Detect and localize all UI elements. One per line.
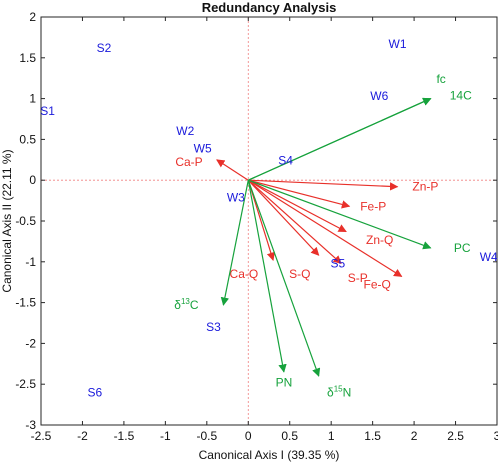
y-tick-label: -3 (25, 418, 36, 432)
green-vector-label: 14C (450, 88, 472, 102)
red-vector-fe-p (248, 179, 351, 209)
sample-label-w6: W6 (370, 89, 388, 103)
sample-label-w5: W5 (194, 141, 212, 155)
x-tick-label: 1.5 (364, 429, 381, 443)
sample-label-s1: S1 (40, 104, 55, 118)
red-vector-label: Fe-Q (364, 278, 391, 292)
sample-label-s4: S4 (278, 154, 293, 168)
x-tick-label: 0 (245, 429, 252, 443)
y-tick-label: -1.5 (15, 296, 36, 310)
sample-label-s3: S3 (206, 320, 221, 334)
green-vector-pc (248, 179, 432, 250)
chart-title: Redundancy Analysis (202, 0, 337, 15)
y-tick-label: 1.5 (19, 51, 36, 65)
y-tick-label: 0.5 (19, 132, 36, 146)
red-vector-fe-q (247, 179, 403, 277)
biplot-vectors: Ca-P Zn-P Fe-P Zn-Q Fe-QS-P S-Q Ca-Q fc 14C PC δ13… (174, 72, 472, 399)
zero-lines (41, 17, 497, 425)
y-tick-label: 2 (29, 10, 36, 24)
red-vector-label: Zn-Q (366, 233, 393, 247)
x-tick-label: -1.5 (114, 429, 135, 443)
green-vector-14c (248, 97, 432, 181)
sample-labels: S1 S2 S3 S4 S5 S6 W1 W2 W3 W4 W5 W6 (40, 37, 498, 399)
x-axis-label: Canonical Axis I (39.35 %) (199, 448, 340, 462)
y-tick-label: -2.5 (15, 377, 36, 391)
sample-label-w1: W1 (389, 37, 407, 51)
green-vector-label: δ13C (174, 297, 199, 312)
x-tick-label: -0.5 (196, 429, 217, 443)
sample-label-w2: W2 (176, 124, 194, 138)
y-tick-label: -2 (25, 336, 36, 350)
red-vector-label: S-P (348, 271, 368, 285)
red-vector-zn-p (248, 179, 399, 191)
green-vector--15n (247, 179, 321, 377)
red-vector-label: S-Q (289, 267, 310, 281)
y-tick-label: -0.5 (15, 214, 36, 228)
x-tick-label: -2.5 (31, 429, 52, 443)
plot-frame (40, 16, 498, 426)
red-vector-ca-q (247, 180, 275, 261)
green-vector-label: PN (276, 376, 293, 390)
x-tick-label: -1 (160, 429, 171, 443)
red-vector-label: Fe-P (360, 199, 386, 213)
red-vector-label: Zn-P (412, 180, 438, 194)
x-tick-label: 2 (411, 429, 418, 443)
x-tick-label: 0.5 (281, 429, 298, 443)
y-tick-label: 1 (29, 92, 36, 106)
y-tick-label: -1 (25, 255, 36, 269)
sample-label-s6: S6 (88, 385, 103, 399)
red-vector-label: Ca-P (175, 155, 202, 169)
green-vector-label: fc (436, 72, 445, 86)
y-axis-label: Canonical Axis II (22.11 %) (0, 149, 14, 292)
axis-ticks: -2.5 -2 -1.5 -1 -0.5 0 0.5 1 1.5 2 2.5 3-3-2.5-2-1.… (15, 10, 498, 443)
x-tick-label: -2 (77, 429, 88, 443)
green-vector-label: PC (454, 241, 471, 255)
x-tick-label: 2.5 (447, 429, 464, 443)
red-vector-zn-q (247, 179, 347, 233)
sample-label-w4: W4 (480, 250, 498, 264)
red-vector-ca-p (216, 159, 249, 181)
y-tick-label: 0 (29, 173, 36, 187)
red-vector-label: Ca-Q (230, 267, 259, 281)
sample-label-s2: S2 (97, 41, 112, 55)
sample-label-w3: W3 (227, 190, 245, 204)
green-vector-label: δ15N (327, 384, 351, 399)
red-vector-s-p (247, 179, 342, 264)
red-vector-s-q (247, 179, 320, 256)
green-vector-pn (247, 180, 287, 373)
green-vector--13c (220, 180, 249, 306)
sample-label-s5: S5 (330, 256, 345, 270)
x-tick-label: 3 (494, 429, 498, 443)
x-tick-label: 1 (328, 429, 335, 443)
